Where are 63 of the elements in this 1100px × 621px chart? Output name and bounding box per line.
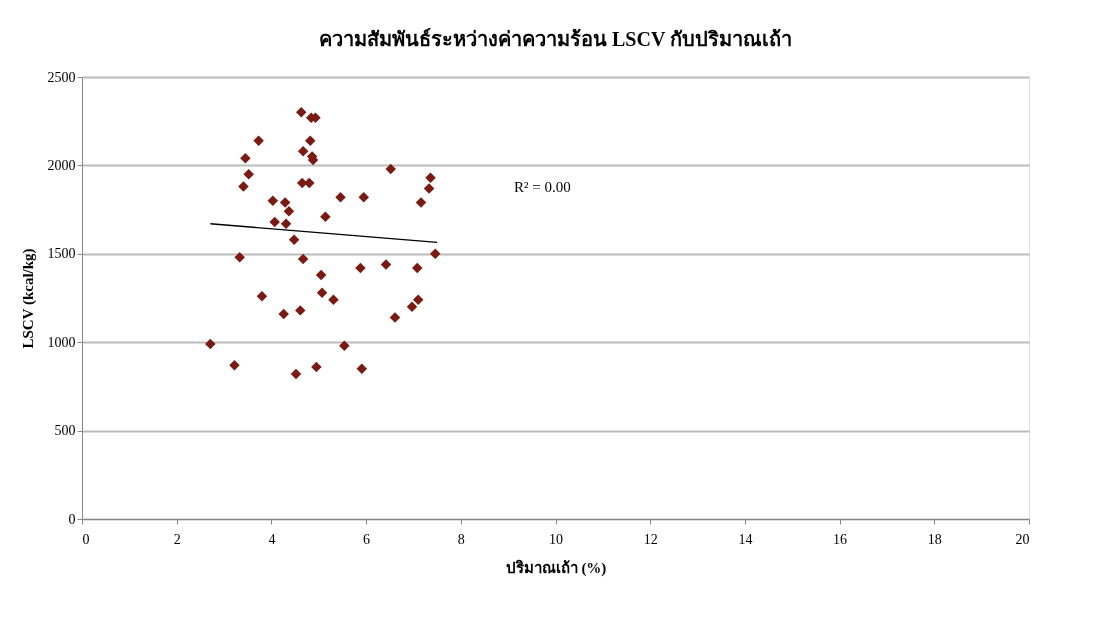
point: [297, 253, 309, 265]
point: [283, 206, 295, 217]
point: [278, 308, 289, 320]
point: [335, 191, 346, 203]
x-axis-title: ปริมาณเถ้า (%): [505, 558, 607, 577]
point: [290, 368, 302, 380]
point: [415, 197, 427, 208]
point: [279, 197, 291, 208]
x-tick-label: 0: [82, 531, 90, 547]
point: [423, 183, 435, 194]
point: [356, 363, 368, 374]
point: [320, 211, 331, 222]
point: [229, 359, 240, 371]
y-tick-label: 2000: [47, 157, 76, 173]
point: [234, 252, 245, 263]
point: [243, 169, 254, 180]
x-tick-label: 18: [927, 531, 942, 547]
point: [253, 135, 264, 146]
y-tick-label: 0: [68, 511, 76, 527]
point: [280, 218, 292, 229]
x-tick-label: 2: [173, 531, 181, 547]
point: [425, 172, 436, 184]
point: [355, 262, 366, 274]
point: [412, 294, 424, 306]
x-tick-label: 12: [643, 531, 658, 547]
x-tick-label: 8: [457, 531, 465, 547]
point: [406, 301, 418, 313]
x-tick-label: 16: [833, 531, 848, 547]
point: [385, 163, 396, 175]
x-tick-label: 6: [363, 531, 371, 547]
point: [304, 135, 316, 146]
y-tick-label: 2500: [47, 69, 76, 85]
annotation: R² = 0.00: [514, 179, 571, 195]
point: [269, 216, 280, 228]
point: [288, 234, 300, 245]
point: [295, 305, 306, 316]
point: [267, 195, 279, 206]
point: [297, 146, 309, 157]
point: [311, 361, 322, 373]
x-tick-label: 4: [268, 531, 276, 547]
point: [240, 153, 251, 164]
point: [316, 287, 328, 298]
point: [328, 294, 339, 306]
y-tick-label: 1000: [47, 334, 76, 350]
y-tick-label: 500: [54, 423, 76, 439]
point: [389, 312, 401, 323]
point: [380, 259, 392, 270]
point: [256, 290, 268, 302]
point: [315, 269, 327, 281]
point: [205, 338, 216, 350]
point: [339, 340, 350, 351]
y-tick-label: 1500: [47, 246, 76, 262]
point: [238, 181, 249, 192]
point: [358, 191, 369, 203]
point: [295, 107, 307, 118]
y-axis-title: LSCV (kcal/kg): [19, 248, 37, 349]
chart-title: ความสัมพันธ์ระหว่างค่าความร้อน LSCV กับปริมาณเถ้า: [319, 28, 792, 50]
point: [411, 262, 423, 274]
x-tick-label: 14: [738, 531, 753, 547]
x-tick-label: 20: [1015, 531, 1030, 547]
point: [304, 177, 315, 189]
point: [429, 248, 441, 260]
x-tick-label: 10: [549, 531, 563, 547]
